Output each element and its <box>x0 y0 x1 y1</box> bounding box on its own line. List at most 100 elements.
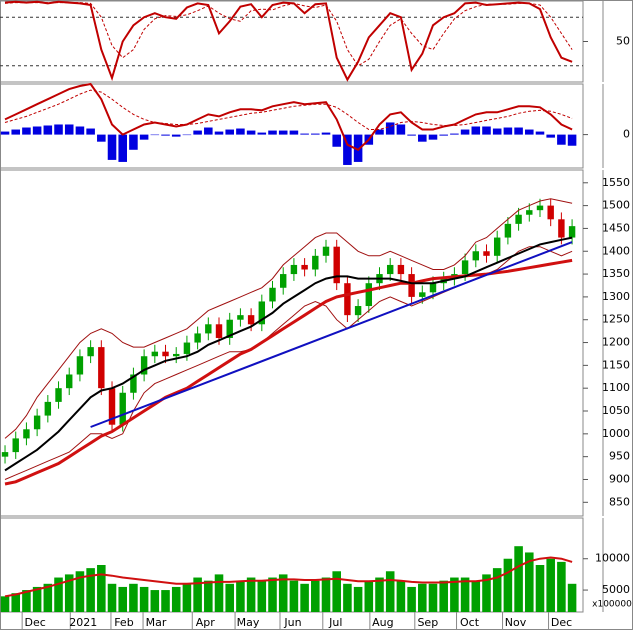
line <box>4 0 573 82</box>
candle-body <box>226 319 233 338</box>
bar <box>257 580 267 612</box>
unit-label: x100000 <box>592 600 632 610</box>
bar <box>332 571 341 612</box>
candle-body <box>526 210 533 215</box>
bar <box>171 134 181 137</box>
x-tick-label: Mar <box>146 616 167 629</box>
bar <box>182 134 192 136</box>
bar <box>86 128 95 135</box>
line <box>4 2 573 67</box>
bar <box>225 583 234 612</box>
bar <box>546 558 555 612</box>
candle-body <box>55 388 62 402</box>
candle-body <box>269 287 276 302</box>
y-tick-label: 1400 <box>602 244 630 257</box>
y-tick-label: 1050 <box>602 404 630 417</box>
x-tick-label: Nov <box>505 616 527 629</box>
candle-body <box>23 429 30 439</box>
bar <box>54 577 63 612</box>
bar <box>214 574 224 612</box>
bar <box>460 129 470 135</box>
candle-body <box>215 324 223 338</box>
bar <box>236 580 245 612</box>
x-tick-label: 2021 <box>69 616 97 629</box>
candle-body <box>483 251 490 256</box>
candle-body <box>194 333 201 343</box>
bar <box>450 577 459 612</box>
bar <box>332 134 341 147</box>
bar <box>268 130 277 135</box>
bar <box>86 568 95 612</box>
bar <box>525 552 534 612</box>
bar <box>546 134 555 138</box>
y-tick-label: 1550 <box>602 176 630 189</box>
bar <box>11 593 21 612</box>
bar <box>129 583 138 612</box>
bar <box>43 583 53 612</box>
bar <box>107 583 117 612</box>
bar <box>246 130 256 135</box>
bar <box>503 558 513 612</box>
candle-body <box>397 264 405 275</box>
candle-body <box>130 374 137 393</box>
bar <box>514 546 523 612</box>
candle-body <box>472 251 480 261</box>
bar <box>32 126 42 135</box>
candle-body <box>461 260 469 275</box>
candle-body <box>333 246 340 284</box>
bar <box>54 124 63 135</box>
bar <box>268 577 277 612</box>
bar <box>257 132 267 135</box>
bar <box>214 131 224 135</box>
y-tick-label: 1000 <box>602 427 630 440</box>
bar <box>460 577 470 612</box>
bar <box>375 577 384 612</box>
candle-body <box>98 347 105 389</box>
bar <box>97 134 106 142</box>
bar <box>193 130 202 135</box>
bar <box>385 122 395 135</box>
line <box>90 241 573 428</box>
candle-body <box>258 301 266 325</box>
candle-body <box>344 283 351 316</box>
bar <box>439 580 448 612</box>
y-tick-label: 1300 <box>602 290 630 303</box>
x-tick-label: May <box>237 616 260 629</box>
bar <box>289 130 299 135</box>
line <box>4 556 573 598</box>
bar <box>535 565 545 612</box>
y-tick-label: 5000 <box>602 583 630 596</box>
candle-body <box>312 255 319 270</box>
candle-body <box>515 214 522 224</box>
candle-body <box>247 315 255 325</box>
candle-body <box>205 324 212 334</box>
bar <box>0 131 10 135</box>
bar <box>22 127 31 135</box>
y-tick-label: 850 <box>609 495 630 508</box>
bar <box>407 134 416 136</box>
candle-body <box>493 237 501 256</box>
candle-body <box>140 356 148 375</box>
bar <box>450 133 459 135</box>
candle-body <box>76 356 84 375</box>
bar <box>492 568 502 612</box>
bar <box>311 580 320 612</box>
bar <box>225 129 234 135</box>
y-tick-label: 950 <box>609 450 630 463</box>
y-tick-label: 1500 <box>602 199 630 212</box>
candle-body <box>33 415 41 430</box>
bar <box>64 574 74 612</box>
bar <box>161 590 170 612</box>
bar <box>236 128 245 135</box>
bar <box>182 583 192 612</box>
candle-body <box>558 219 565 238</box>
bar <box>535 131 545 135</box>
candle-body <box>365 283 373 307</box>
bar <box>343 134 352 165</box>
bar <box>75 126 85 135</box>
x-tick-label: Jun <box>283 616 301 629</box>
bar <box>321 132 331 135</box>
bar <box>150 134 160 136</box>
candle-body <box>386 264 394 275</box>
bar <box>150 590 160 612</box>
